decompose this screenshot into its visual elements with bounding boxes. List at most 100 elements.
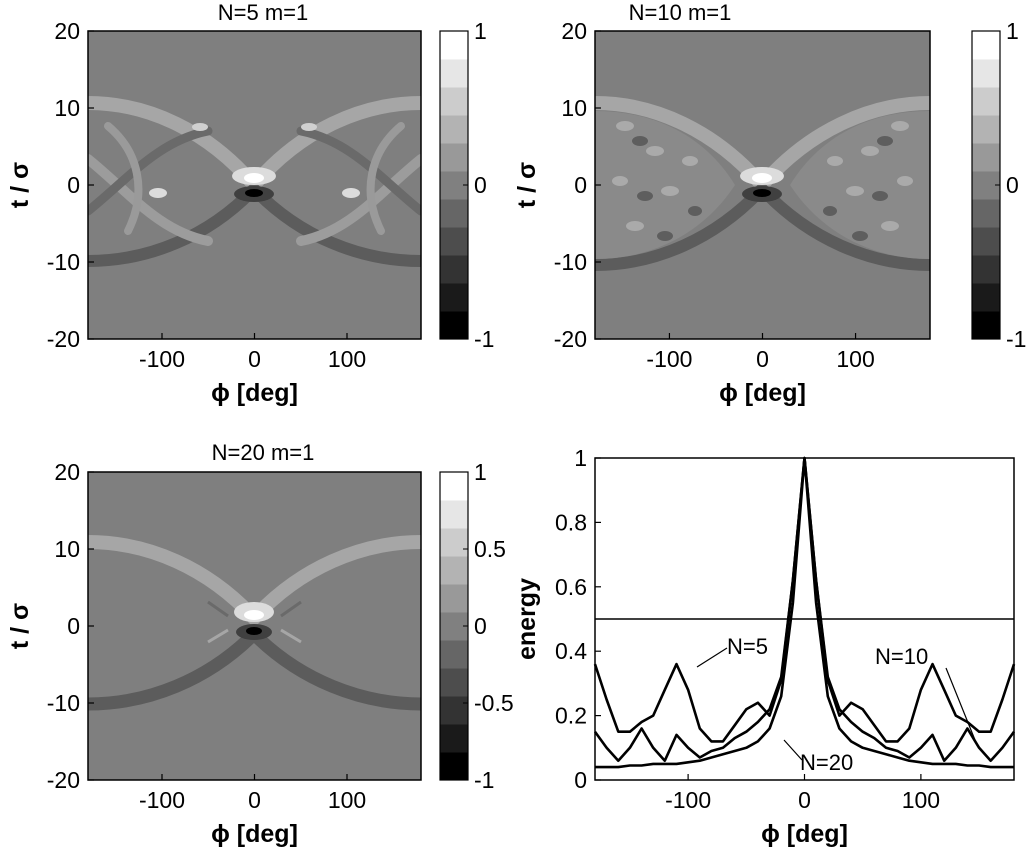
- colorbar-n5: -1 0 1: [439, 18, 494, 352]
- colorbar-level: [972, 283, 1000, 312]
- colorbar-level: [440, 31, 468, 60]
- annotation-leader: [945, 667, 976, 741]
- colorbar-level: [440, 724, 468, 753]
- y-tick-label: 10: [561, 95, 587, 121]
- y-tick-label: 0.4: [555, 638, 587, 664]
- series-line-n5: [593, 456, 1016, 743]
- energy-line-panel: N=5 N=10 N=20: [593, 456, 1016, 781]
- annotation-n10: N=10: [875, 644, 928, 669]
- x-axis-label: ϕ [deg]: [211, 820, 298, 848]
- series-line-n10: [593, 456, 1016, 763]
- colorbar-tick-label: -0.5: [474, 690, 514, 716]
- annotation-leader: [696, 647, 728, 668]
- y-tick-label: -10: [554, 249, 587, 275]
- panel-title: N=5 m=1: [218, 0, 309, 25]
- x-tick-label: 100: [328, 346, 366, 372]
- y-tick-label: 10: [54, 95, 80, 121]
- y-tick-label: 20: [54, 18, 80, 44]
- x-tick-label: 0: [798, 787, 811, 813]
- colorbar-level: [972, 115, 1000, 144]
- energy-series-group: [593, 456, 1016, 769]
- y-tick-label: 0.2: [555, 703, 587, 729]
- series-line-n20: [595, 456, 1014, 769]
- colorbar-level: [440, 283, 468, 312]
- colorbar-level: [440, 59, 468, 88]
- y-tick-label: -20: [47, 326, 80, 352]
- x-tick-label: 100: [328, 787, 366, 813]
- colorbar-level: [440, 640, 468, 669]
- x-tick-label: -100: [646, 346, 692, 372]
- x-tick-label: 0: [248, 787, 261, 813]
- heatmap-field: [88, 31, 421, 339]
- colorbar-level: [972, 31, 1000, 60]
- y-tick-label: -20: [554, 326, 587, 352]
- y-tick-label: 0: [574, 172, 587, 198]
- colorbar-tick-label: 0.5: [474, 536, 506, 562]
- colorbar-level: [440, 115, 468, 144]
- heatmap-panel-n10: N=10 m=1: [594, 0, 931, 340]
- annotation-leader: [783, 739, 803, 761]
- y-tick-label: 10: [54, 536, 80, 562]
- panel-title: N=10 m=1: [629, 0, 732, 25]
- colorbar-level: [440, 528, 468, 557]
- colorbar-level: [972, 59, 1000, 88]
- colorbar-level: [972, 143, 1000, 172]
- x-tick-label: 100: [836, 346, 874, 372]
- colorbar-level: [440, 584, 468, 613]
- y-tick-label: 0.8: [555, 509, 587, 535]
- colorbar-level: [440, 143, 468, 172]
- colorbar-level: [440, 696, 468, 725]
- x-tick-label: -100: [139, 346, 185, 372]
- y-tick-label: -20: [47, 767, 80, 793]
- colorbar-level: [440, 311, 468, 340]
- y-tick-label: -10: [47, 249, 80, 275]
- x-axis-label: ϕ [deg]: [719, 379, 806, 407]
- x-tick-label: 100: [902, 787, 940, 813]
- colorbar-level: [972, 311, 1000, 340]
- x-tick-label: 0: [756, 346, 769, 372]
- colorbar-tick-label: 1: [474, 18, 487, 44]
- colorbar-n20: -1 -0.5 0 0.5 1: [439, 459, 514, 793]
- annotation-n5: N=5: [727, 634, 768, 659]
- y-axis-label: energy: [513, 578, 541, 660]
- y-tick-label: 20: [561, 18, 587, 44]
- x-tick-label: -100: [139, 787, 185, 813]
- x-axis-label: ϕ [deg]: [211, 379, 298, 407]
- colorbar-level: [440, 255, 468, 284]
- colorbar-level: [440, 472, 468, 501]
- y-tick-label: 0: [574, 767, 587, 793]
- colorbar-tick-label: 1: [474, 459, 487, 485]
- colorbar-tick-label: -1: [474, 767, 494, 793]
- colorbar-level: [440, 199, 468, 228]
- heatmap-field: [595, 31, 930, 339]
- colorbar-level: [972, 227, 1000, 256]
- colorbar-level: [440, 227, 468, 256]
- y-axis-label: t / σ: [6, 603, 34, 649]
- colorbar-n10: -1 0 1: [971, 18, 1026, 352]
- y-tick-label: 1: [574, 445, 587, 471]
- colorbar-level: [440, 556, 468, 585]
- annotation-n20: N=20: [800, 750, 853, 775]
- colorbar-tick-label: 1: [1006, 18, 1019, 44]
- colorbar-tick-label: 0: [474, 172, 487, 198]
- y-axis-label: t / σ: [513, 162, 541, 208]
- colorbar-tick-label: 0: [1006, 172, 1019, 198]
- colorbar-tick-label: -1: [1006, 326, 1026, 352]
- y-tick-label: 0.6: [555, 574, 587, 600]
- colorbar-level: [972, 255, 1000, 284]
- y-axis-label: t / σ: [6, 162, 34, 208]
- colorbar-level: [972, 199, 1000, 228]
- panel-title: N=20 m=1: [212, 440, 315, 465]
- heatmap-field: [88, 472, 421, 780]
- heatmap-panel-n5: N=5 m=1: [87, 0, 422, 340]
- x-tick-label: -100: [665, 787, 711, 813]
- y-tick-label: 0: [67, 613, 80, 639]
- y-tick-label: 0: [67, 172, 80, 198]
- heatmap-panel-n20: N=20 m=1: [87, 440, 422, 781]
- x-axis-label: ϕ [deg]: [761, 820, 848, 848]
- colorbar-level: [972, 87, 1000, 116]
- x-tick-label: 0: [248, 346, 261, 372]
- colorbar-level: [440, 500, 468, 529]
